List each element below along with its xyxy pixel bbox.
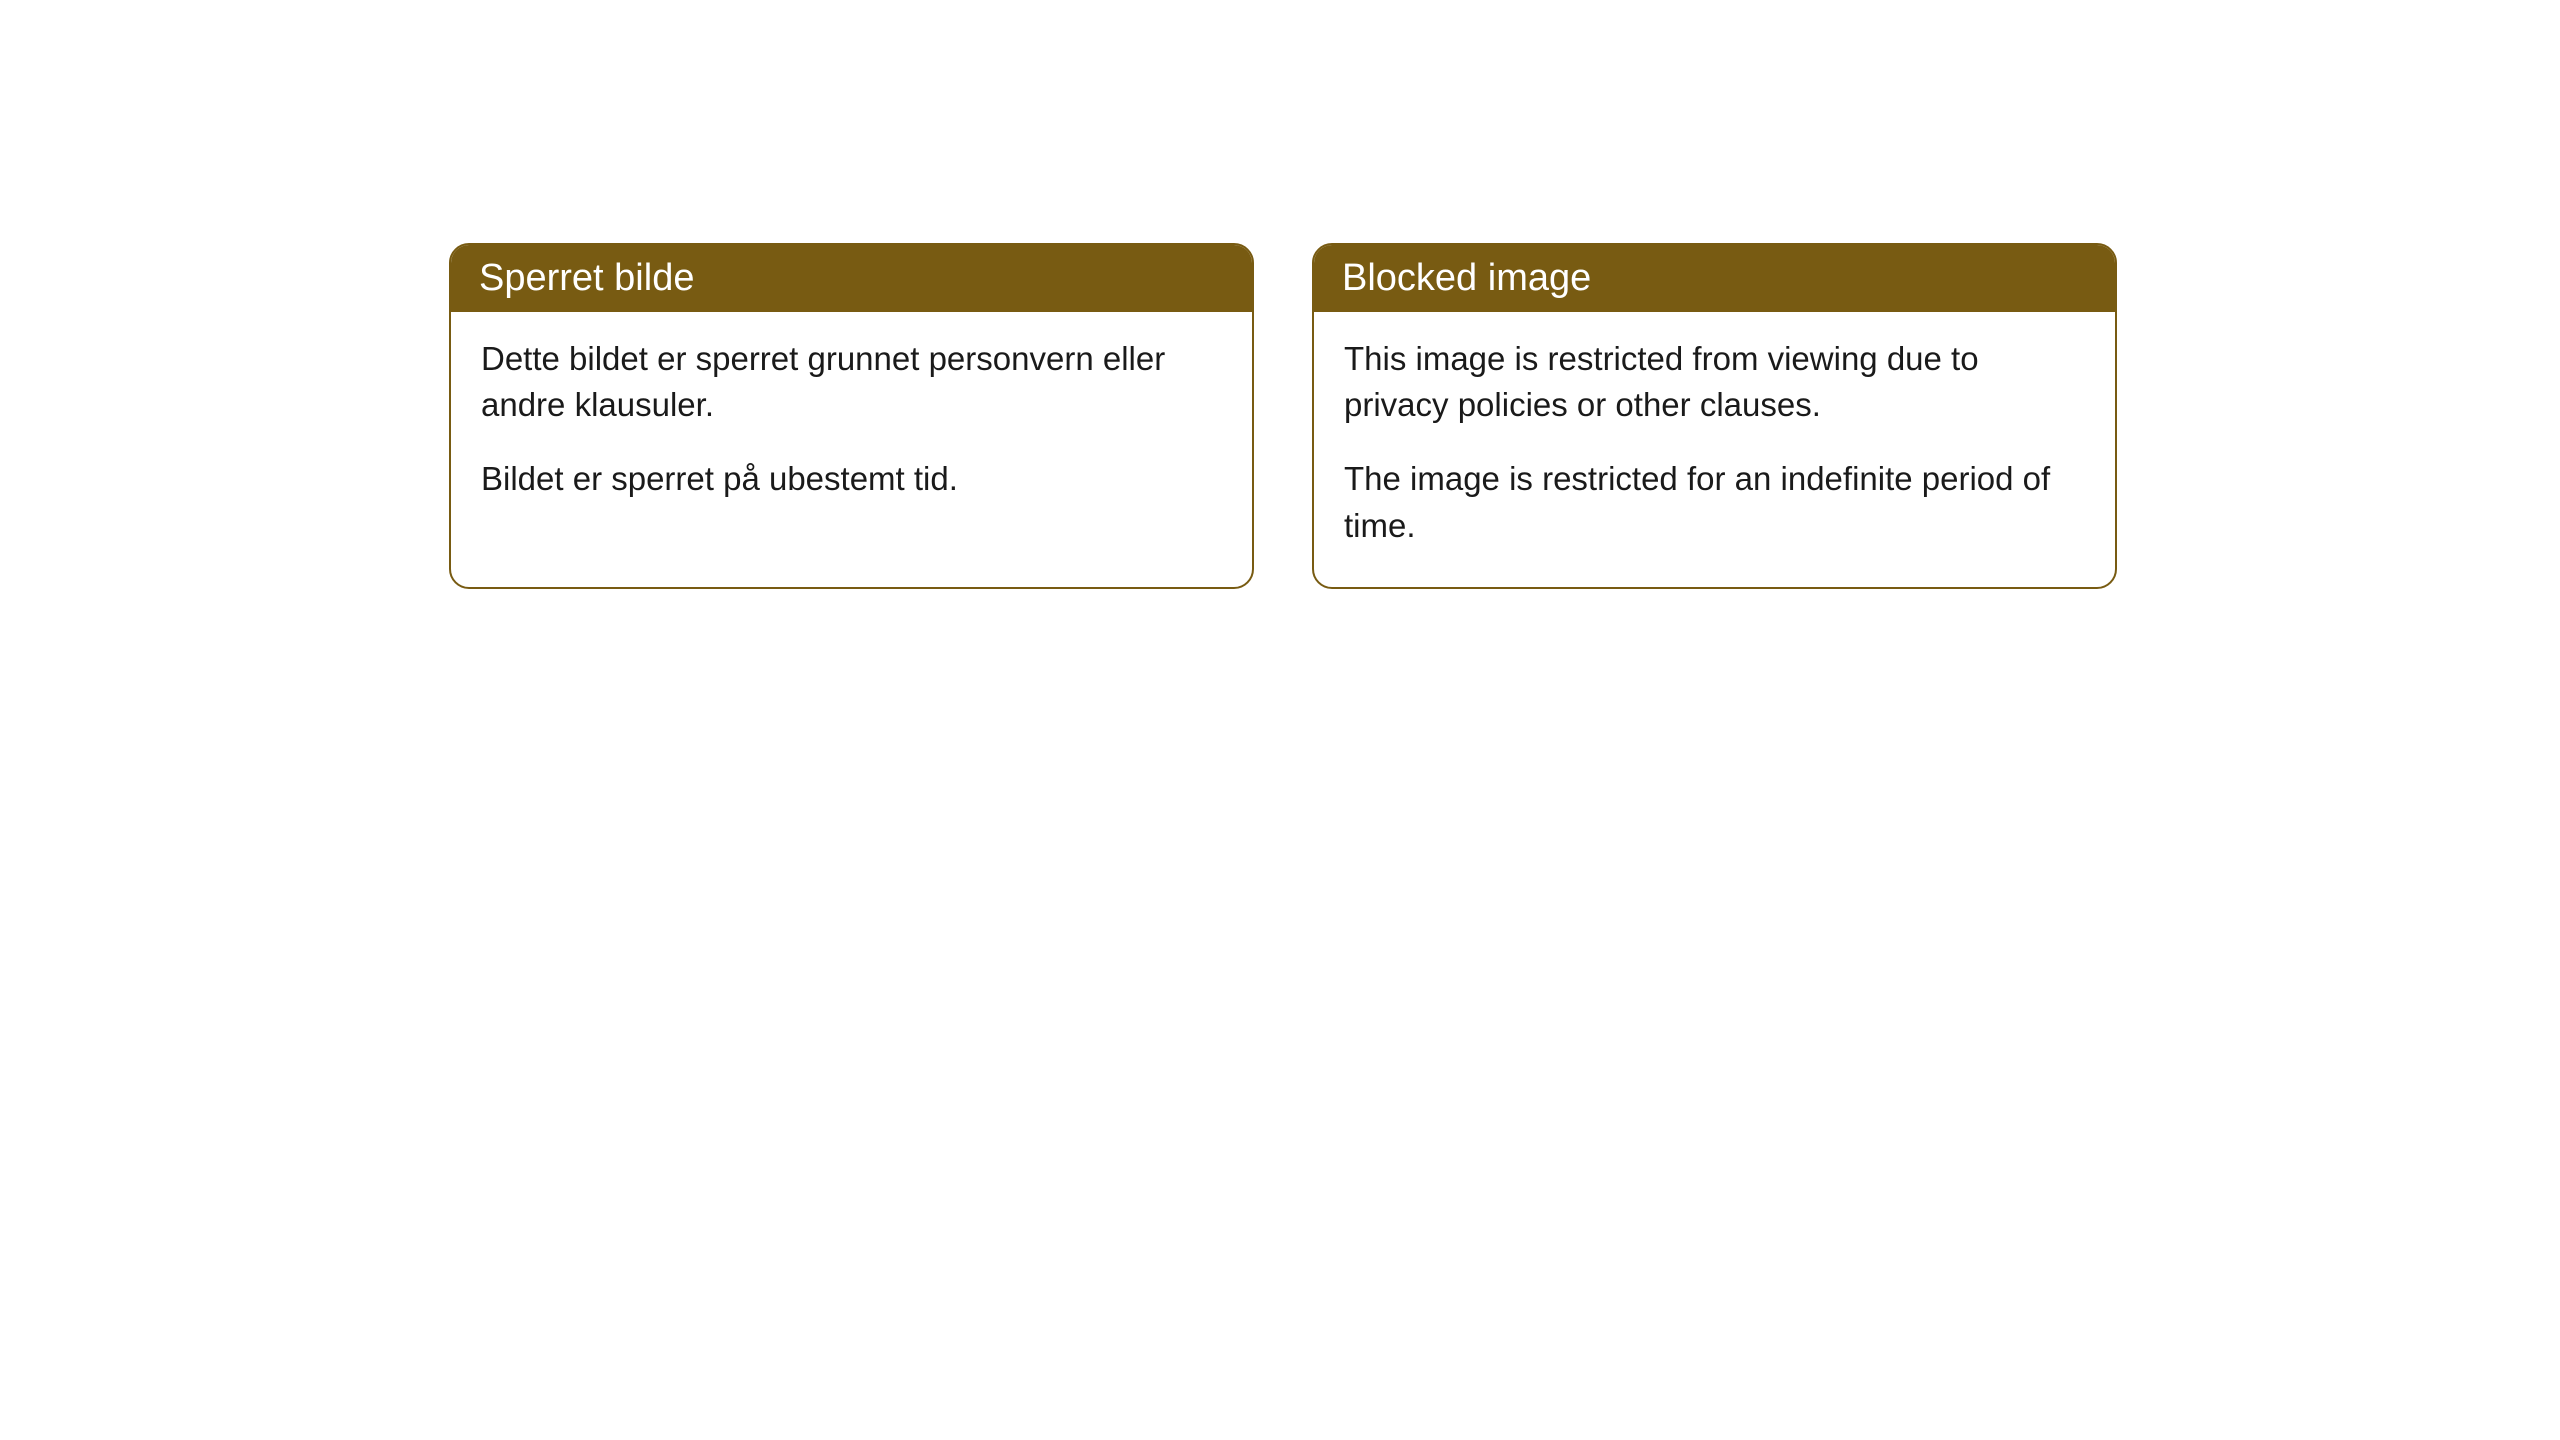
blocked-image-card-norwegian: Sperret bilde Dette bildet er sperret gr… bbox=[449, 243, 1254, 589]
card-body: This image is restricted from viewing du… bbox=[1314, 312, 2115, 587]
card-header: Sperret bilde bbox=[451, 245, 1252, 312]
card-paragraph: Bildet er sperret på ubestemt tid. bbox=[481, 456, 1222, 502]
card-body: Dette bildet er sperret grunnet personve… bbox=[451, 312, 1252, 541]
card-title: Sperret bilde bbox=[479, 257, 694, 299]
blocked-image-card-english: Blocked image This image is restricted f… bbox=[1312, 243, 2117, 589]
card-paragraph: Dette bildet er sperret grunnet personve… bbox=[481, 336, 1222, 428]
notice-cards-container: Sperret bilde Dette bildet er sperret gr… bbox=[0, 0, 2560, 589]
card-paragraph: This image is restricted from viewing du… bbox=[1344, 336, 2085, 428]
card-title: Blocked image bbox=[1342, 257, 1591, 299]
card-header: Blocked image bbox=[1314, 245, 2115, 312]
card-paragraph: The image is restricted for an indefinit… bbox=[1344, 456, 2085, 548]
